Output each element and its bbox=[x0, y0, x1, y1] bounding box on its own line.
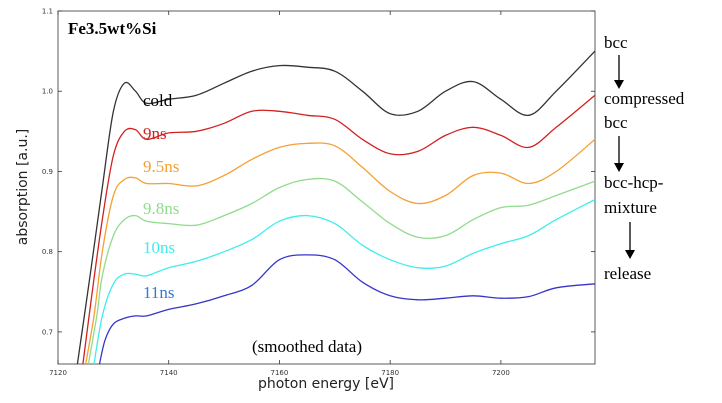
arrow-bcc-to-compressed bbox=[614, 55, 624, 89]
y-tick-label: 0.9 bbox=[42, 168, 53, 176]
chart-title: Fe3.5wt%Si bbox=[68, 19, 157, 38]
x-tick-label: 7180 bbox=[381, 369, 399, 377]
phase-label-mixture: mixture bbox=[604, 198, 657, 217]
series-label-11ns: 11ns bbox=[143, 283, 175, 302]
x-tick-label: 7200 bbox=[492, 369, 510, 377]
y-tick-label: 1.1 bbox=[42, 8, 53, 16]
y-axis-label: absorption [a.u.] bbox=[15, 129, 31, 246]
y-ticks: 0.7 0.8 0.9 1.0 1.1 bbox=[42, 8, 595, 336]
series-label-10ns: 10ns bbox=[143, 238, 175, 257]
series-label-9-8ns: 9.8ns bbox=[143, 199, 179, 218]
x-tick-label: 7140 bbox=[160, 369, 178, 377]
series-label-cold: cold bbox=[143, 91, 173, 110]
x-tick-label: 7160 bbox=[271, 369, 289, 377]
series-line-9-5ns bbox=[85, 138, 596, 365]
series-line-cold bbox=[76, 50, 596, 365]
series-label-9ns: 9ns bbox=[143, 124, 167, 143]
phase-label-bcc-compressed: bcc bbox=[604, 113, 628, 132]
arrow-mixture-to-release bbox=[625, 222, 635, 259]
x-axis-label: photon energy [eV] bbox=[258, 376, 394, 392]
phase-label-bcc-top: bcc bbox=[604, 33, 628, 52]
phase-label-release: release bbox=[604, 264, 651, 283]
series-line-11ns bbox=[98, 254, 596, 365]
x-tick-label: 7120 bbox=[49, 369, 67, 377]
phase-label-bcc-hcp: bcc-hcp- bbox=[604, 173, 664, 192]
plot-area bbox=[57, 10, 596, 365]
series-lines bbox=[76, 50, 596, 365]
y-tick-label: 0.8 bbox=[42, 248, 53, 256]
y-tick-label: 1.0 bbox=[42, 88, 53, 96]
series-label-9-5ns: 9.5ns bbox=[143, 157, 179, 176]
arrow-compressed-to-mixture bbox=[614, 136, 624, 172]
series-line-10ns bbox=[93, 198, 596, 365]
y-tick-label: 0.7 bbox=[42, 328, 53, 336]
x-ticks: 7120 7140 7160 7180 7200 bbox=[49, 11, 510, 377]
series-line-9-8ns bbox=[87, 177, 596, 365]
phase-label-compressed: compressed bbox=[604, 89, 685, 108]
series-line-9ns bbox=[82, 94, 596, 365]
smoothed-data-note: (smoothed data) bbox=[252, 337, 362, 356]
